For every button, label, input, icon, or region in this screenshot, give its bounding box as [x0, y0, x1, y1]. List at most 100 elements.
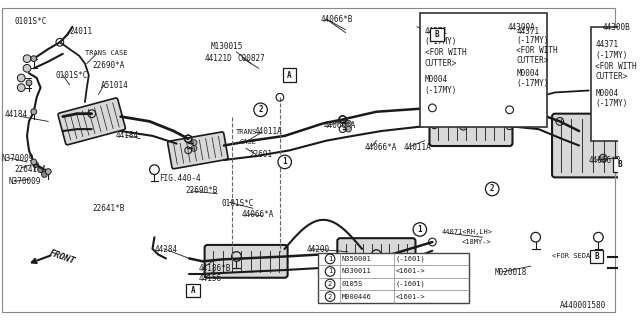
Text: A440001580: A440001580 [560, 301, 606, 310]
Circle shape [346, 126, 351, 132]
Text: A: A [287, 71, 292, 80]
Text: 24011: 24011 [70, 27, 93, 36]
Text: B: B [618, 160, 622, 169]
Bar [319, 253, 469, 303]
Text: 44371: 44371 [516, 27, 540, 36]
Text: M020018: M020018 [495, 268, 527, 277]
Circle shape [599, 154, 607, 162]
FancyBboxPatch shape [429, 87, 513, 146]
Text: M0004: M0004 [516, 69, 540, 78]
Bar [186, 284, 200, 297]
Text: 1: 1 [282, 157, 287, 166]
Text: 44071<RH,LH>: 44071<RH,LH> [442, 229, 493, 236]
Text: 44066*B: 44066*B [589, 156, 621, 165]
Text: 2: 2 [328, 281, 332, 287]
Text: 44200: 44200 [307, 245, 330, 254]
Text: 1: 1 [328, 268, 332, 275]
Text: (-17MY): (-17MY) [516, 79, 548, 88]
FancyBboxPatch shape [168, 132, 228, 169]
Text: 2: 2 [328, 293, 332, 300]
Text: M000446: M000446 [342, 293, 371, 300]
Text: 44121D: 44121D [205, 54, 232, 63]
Circle shape [38, 167, 44, 172]
FancyBboxPatch shape [552, 114, 640, 177]
Text: TRANS: TRANS [236, 129, 257, 135]
Text: CASE: CASE [239, 139, 257, 145]
Circle shape [191, 146, 197, 151]
Text: 0101S*C: 0101S*C [15, 17, 47, 26]
Text: M0004: M0004 [595, 89, 619, 98]
Text: N370009: N370009 [9, 177, 41, 186]
Circle shape [31, 56, 36, 61]
Text: (-17MY): (-17MY) [425, 86, 457, 95]
Ellipse shape [621, 255, 629, 270]
Circle shape [45, 169, 51, 174]
Text: 1: 1 [328, 256, 332, 262]
Circle shape [460, 122, 467, 130]
Circle shape [460, 108, 467, 116]
Text: 44066*A: 44066*A [323, 121, 356, 130]
Circle shape [346, 120, 351, 126]
Text: M130015: M130015 [211, 42, 243, 51]
Text: 22691: 22691 [249, 150, 272, 159]
Text: 44011A: 44011A [255, 127, 282, 136]
Text: (-17MY): (-17MY) [595, 51, 628, 60]
Text: 44011A: 44011A [403, 143, 431, 152]
Circle shape [17, 84, 25, 92]
Text: A: A [191, 286, 195, 295]
Bar [613, 158, 627, 172]
Text: TRANS CASE: TRANS CASE [85, 50, 127, 56]
Text: 2: 2 [259, 105, 263, 114]
Text: N330011: N330011 [342, 268, 371, 275]
Text: N350001: N350001 [342, 256, 371, 262]
Circle shape [486, 182, 499, 196]
Text: 22690*B: 22690*B [186, 186, 218, 195]
Text: 22641*B: 22641*B [93, 204, 125, 213]
Text: (-17MY): (-17MY) [595, 99, 628, 108]
Circle shape [23, 55, 31, 62]
Bar [431, 28, 444, 41]
Text: (-1601): (-1601) [396, 256, 426, 262]
Circle shape [599, 132, 607, 140]
Text: B: B [435, 30, 440, 39]
Circle shape [31, 109, 36, 115]
Text: (-17MY): (-17MY) [516, 36, 548, 45]
FancyBboxPatch shape [337, 238, 415, 265]
Text: <FOR SEDAN>: <FOR SEDAN> [552, 253, 599, 259]
Circle shape [26, 80, 32, 86]
Text: 2: 2 [490, 184, 495, 194]
Text: 44066*B: 44066*B [321, 15, 353, 24]
Circle shape [413, 223, 427, 236]
Text: FIG.440-4: FIG.440-4 [159, 174, 201, 183]
Text: <1601->: <1601-> [396, 268, 426, 275]
Text: CUTTER>: CUTTER> [516, 56, 548, 65]
Bar [283, 68, 296, 82]
Text: A51014: A51014 [100, 81, 128, 90]
Bar [591, 27, 640, 141]
Circle shape [31, 159, 36, 165]
Text: 44066*A: 44066*A [241, 210, 274, 219]
Text: (-1601): (-1601) [396, 281, 426, 287]
Text: 44186*B: 44186*B [199, 264, 231, 273]
Text: <1601->: <1601-> [396, 293, 426, 300]
Text: M0004: M0004 [425, 75, 448, 84]
Text: <FOR WITH: <FOR WITH [595, 61, 637, 70]
Bar [589, 250, 604, 263]
Text: 1: 1 [417, 225, 422, 234]
Text: <FOR WITH: <FOR WITH [425, 48, 467, 57]
Text: B: B [594, 252, 599, 261]
Text: 44300B: 44300B [602, 23, 630, 32]
Text: FRONT: FRONT [48, 249, 77, 267]
Text: CUTTER>: CUTTER> [595, 72, 628, 81]
Text: 0101S*C: 0101S*C [55, 71, 88, 80]
Circle shape [23, 64, 31, 72]
Text: 44184: 44184 [5, 110, 28, 119]
Text: 22690*A: 22690*A [93, 60, 125, 69]
Circle shape [42, 172, 47, 177]
Text: 44184: 44184 [116, 131, 139, 140]
Text: 44371: 44371 [595, 40, 619, 49]
Circle shape [17, 74, 25, 82]
Text: 44371: 44371 [425, 27, 448, 36]
Text: N370009: N370009 [2, 154, 35, 163]
Text: 44284: 44284 [154, 245, 177, 254]
